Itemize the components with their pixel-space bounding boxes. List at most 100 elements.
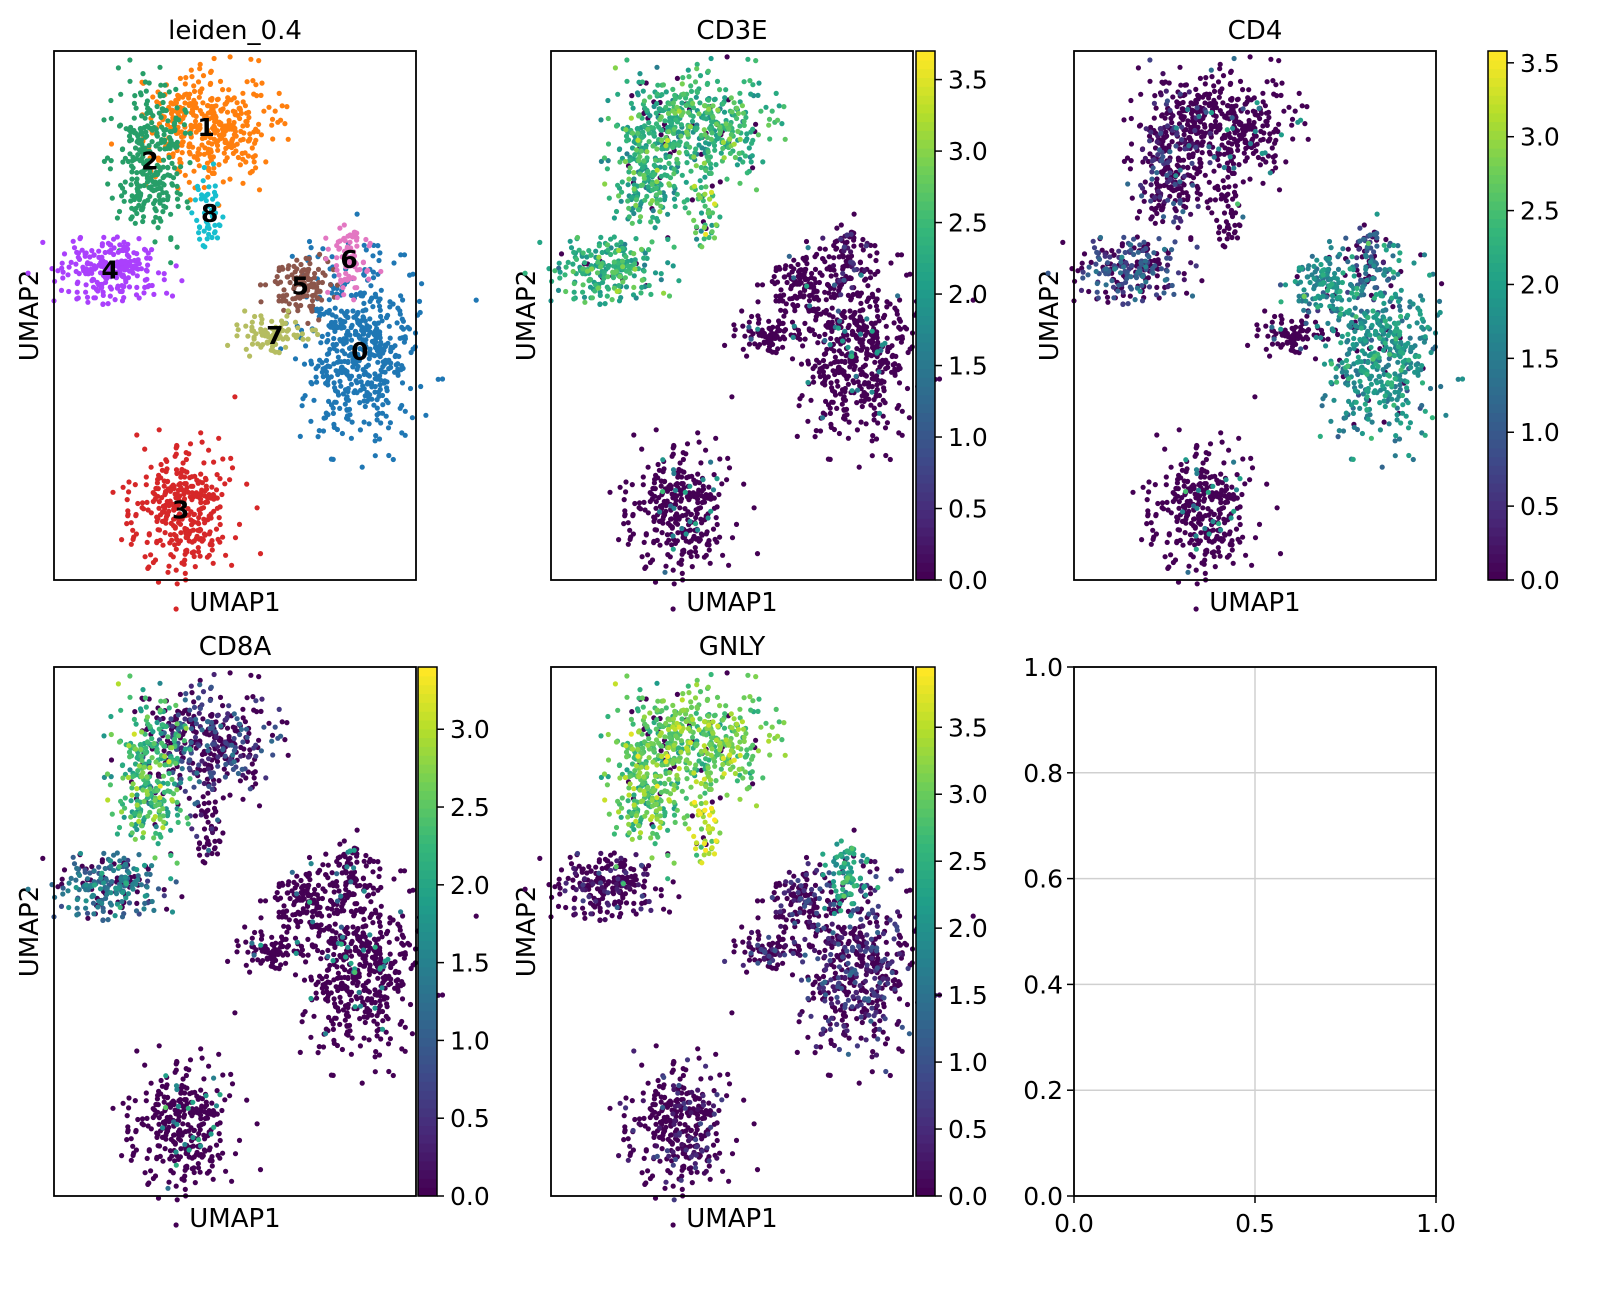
cell-point <box>631 170 637 176</box>
cell-point <box>882 425 889 431</box>
cell-point <box>182 570 188 577</box>
cell-point <box>709 119 715 125</box>
cell-point <box>688 88 695 94</box>
cell-point <box>198 471 204 477</box>
cell-point <box>295 304 301 310</box>
cell-point <box>326 398 332 404</box>
cell-point <box>854 427 861 433</box>
cell-point <box>211 55 217 62</box>
cell-point <box>674 156 680 162</box>
cell-point <box>707 196 713 202</box>
cell-point <box>379 392 386 399</box>
cell-point <box>197 553 203 559</box>
cell-point <box>750 126 756 132</box>
cell-point <box>646 282 652 289</box>
cell-point <box>100 292 106 298</box>
cell-point <box>866 384 872 390</box>
cell-point <box>220 214 226 220</box>
cell-point <box>342 367 348 373</box>
cell-point <box>1190 175 1197 181</box>
cell-point <box>337 225 343 231</box>
cell-point <box>649 198 655 204</box>
cell-point <box>342 311 348 317</box>
cell-point <box>375 359 381 365</box>
cell-point <box>737 136 743 142</box>
cell-point <box>689 197 696 203</box>
cell-point <box>800 255 806 261</box>
cell-point <box>1128 115 1134 122</box>
cell-point <box>677 460 683 466</box>
cell-point <box>653 157 659 163</box>
cell-point <box>126 489 132 495</box>
cell-point <box>871 417 877 423</box>
cell-point <box>812 434 818 440</box>
cell-point <box>623 133 630 139</box>
colorbar-segment <box>916 483 935 493</box>
cell-point <box>713 121 720 127</box>
cell-point <box>377 382 383 388</box>
cell-point <box>144 179 151 185</box>
cell-point <box>372 453 378 459</box>
cell-point <box>166 154 172 160</box>
cell-point <box>622 158 629 165</box>
cell-point <box>402 408 408 414</box>
cell-point <box>711 235 718 241</box>
cell-point <box>857 259 864 265</box>
cluster-label: 4 <box>101 256 118 285</box>
cell-point <box>615 91 621 97</box>
cell-point <box>1283 159 1289 165</box>
cell-point <box>619 258 626 264</box>
cell-point <box>1220 100 1226 106</box>
cell-point <box>552 268 558 274</box>
colorbar-segment <box>916 183 935 193</box>
cell-point <box>580 266 586 272</box>
cell-point <box>119 247 125 253</box>
cell-point <box>704 81 710 87</box>
cell-point <box>810 374 816 380</box>
cell-point <box>194 533 200 540</box>
cell-point <box>150 113 156 119</box>
cell-point <box>198 430 204 436</box>
cell-point <box>127 78 133 84</box>
cell-point <box>725 455 731 461</box>
cell-point <box>435 376 441 382</box>
cell-point <box>653 121 660 127</box>
cell-point <box>899 408 905 414</box>
cell-point <box>748 159 754 165</box>
cell-point <box>305 336 311 342</box>
cell-point <box>1154 176 1160 182</box>
cell-point <box>134 284 140 290</box>
cell-point <box>636 500 643 506</box>
cell-point <box>657 106 663 112</box>
cell-point <box>611 215 618 221</box>
cell-point <box>130 154 136 160</box>
cell-point <box>390 301 396 307</box>
cell-point <box>165 118 171 124</box>
cell-point <box>243 110 250 116</box>
cell-point <box>639 79 646 85</box>
cell-point <box>697 195 703 201</box>
cell-point <box>1240 87 1246 93</box>
cell-point <box>119 298 126 304</box>
cell-point <box>811 295 817 301</box>
cell-point <box>118 182 124 188</box>
cell-point <box>778 287 784 293</box>
cell-point <box>1292 108 1298 114</box>
cell-point <box>630 513 636 519</box>
cell-point <box>333 341 339 347</box>
cell-point <box>165 569 171 575</box>
cell-point <box>1233 139 1239 145</box>
cell-point <box>745 56 751 62</box>
cell-point <box>1129 195 1135 201</box>
cell-point <box>868 338 875 344</box>
cell-point <box>681 549 687 555</box>
cell-point <box>687 483 693 489</box>
cell-point <box>89 270 95 276</box>
cell-point <box>867 269 874 275</box>
cell-point <box>691 533 697 540</box>
cell-point <box>117 122 124 128</box>
cell-point <box>216 162 222 168</box>
cell-point <box>319 279 325 286</box>
cell-point <box>354 380 360 386</box>
cell-point <box>136 261 142 267</box>
